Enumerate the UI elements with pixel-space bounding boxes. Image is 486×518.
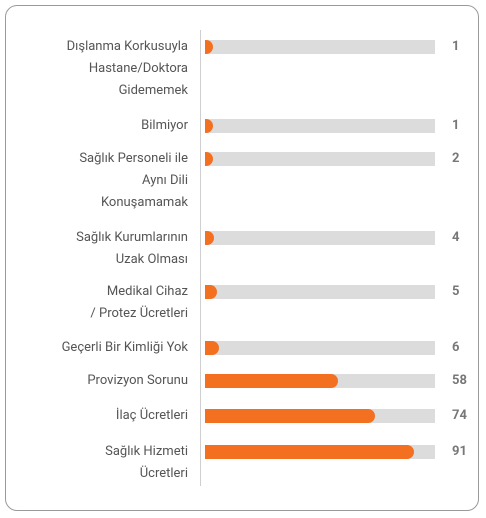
value-label: 91 xyxy=(452,444,467,459)
bar xyxy=(205,341,219,355)
value-label: 6 xyxy=(452,340,460,355)
track xyxy=(205,285,435,299)
bar xyxy=(205,152,213,166)
bar xyxy=(205,285,217,299)
value-label: 1 xyxy=(452,39,460,54)
track xyxy=(205,152,435,166)
value-label: 1 xyxy=(452,118,460,133)
track xyxy=(205,40,435,54)
bar xyxy=(205,445,415,459)
category-label: Medikal Cihaz / Protez Ücretleri xyxy=(90,284,188,321)
divider xyxy=(200,30,201,486)
bar xyxy=(205,119,213,133)
value-label: 74 xyxy=(452,408,467,423)
category-label: Geçerli Bir Kimliği Yok xyxy=(61,340,188,355)
bar xyxy=(205,40,213,54)
category-label: Dışlanma Korkusuyla Hastane/Doktora Gide… xyxy=(66,39,188,98)
value-label: 4 xyxy=(452,230,460,245)
value-label: 5 xyxy=(452,284,460,299)
bar xyxy=(205,374,339,388)
value-label: 2 xyxy=(452,151,460,166)
track xyxy=(205,119,435,133)
value-label: 58 xyxy=(452,373,467,388)
category-label: Sağlık Hizmeti Ücretleri xyxy=(105,444,188,481)
bar xyxy=(205,231,215,245)
category-label: İlaç Ücretleri xyxy=(115,408,188,423)
track xyxy=(205,231,435,245)
category-label: Bilmiyor xyxy=(141,118,188,133)
category-label: Provizyon Sorunu xyxy=(87,373,188,388)
category-label: Sağlık Personeli ile Aynı Dili Konuşamam… xyxy=(79,151,188,210)
frame-border xyxy=(5,5,479,511)
category-label: Sağlık Kurumlarının Uzak Olması xyxy=(76,230,188,267)
bar xyxy=(205,409,376,423)
track xyxy=(205,341,435,355)
